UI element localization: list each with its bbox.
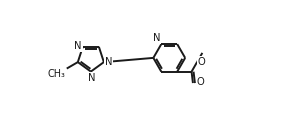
Text: N: N (153, 33, 160, 43)
Text: N: N (74, 41, 82, 51)
Text: CH₃: CH₃ (48, 69, 66, 79)
Text: O: O (197, 77, 205, 87)
Text: N: N (87, 73, 95, 83)
Text: N: N (105, 57, 112, 67)
Text: O: O (198, 57, 206, 67)
